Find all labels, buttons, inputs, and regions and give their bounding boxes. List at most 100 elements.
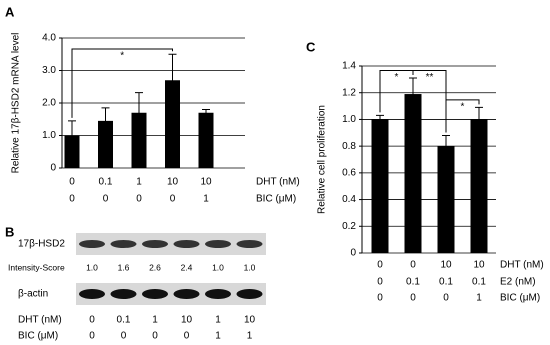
significance-label: * [461, 102, 465, 113]
condition-value: 1 [152, 315, 158, 326]
condition-value: 1 [247, 331, 253, 342]
intensity-score: 1.0 [212, 262, 224, 272]
blot-band [110, 240, 137, 248]
y-axis-label: Relative cell proliferation [317, 105, 328, 214]
condition-value: 10 [473, 260, 485, 271]
y-tick-label: 1.4 [342, 61, 356, 72]
y-tick-label: 0.4 [342, 194, 356, 205]
significance-bracket [445, 99, 480, 133]
condition-name: BIC (μM) [500, 293, 540, 304]
error-bar [168, 53, 177, 107]
error-bar [68, 120, 76, 151]
significance-bracket [71, 48, 173, 118]
error-bar [376, 114, 384, 124]
bar [437, 146, 455, 253]
y-tick-label: 3.0 [42, 65, 56, 76]
blot-band [173, 289, 200, 299]
panel-letter: C [306, 39, 316, 54]
condition-value: 10 [244, 315, 256, 326]
bar [165, 80, 180, 168]
error-bar [135, 92, 143, 134]
blot-strip [76, 233, 266, 255]
y-tick-label: 2.0 [42, 98, 56, 109]
y-tick-label: 0.8 [342, 141, 356, 152]
error-bar [475, 106, 483, 132]
intensity-score: 2.4 [181, 262, 193, 272]
condition-value: 0 [89, 315, 95, 326]
condition-value: 0.1 [406, 277, 420, 288]
intensity-score: 1.0 [86, 262, 98, 272]
condition-value: 0 [69, 177, 75, 188]
bar [404, 94, 422, 253]
condition-value: 1 [203, 194, 209, 205]
condition-value: 0 [103, 194, 109, 205]
bar [470, 119, 488, 253]
y-tick-label: 0 [50, 163, 56, 174]
condition-value: 0.1 [117, 315, 131, 326]
blot-band [236, 240, 263, 248]
y-tick-label: 0.2 [342, 221, 356, 232]
panel-letter: B [5, 224, 14, 239]
condition-value: 0 [184, 331, 190, 342]
condition-value: 0.1 [439, 277, 453, 288]
condition-value: 0 [170, 194, 176, 205]
condition-value: 0 [69, 194, 75, 205]
significance-label: * [395, 72, 399, 83]
condition-value: 1 [215, 331, 221, 342]
condition-value: 10 [167, 177, 179, 188]
condition-value: 0 [121, 331, 127, 342]
condition-name: DHT (nM) [500, 260, 544, 271]
blot-band [79, 240, 105, 248]
band-label: 17β-HSD2 [18, 239, 65, 250]
condition-value: 0 [410, 260, 416, 271]
significance-label: ** [426, 72, 434, 83]
condition-value: 0 [377, 277, 383, 288]
blot-band [205, 289, 231, 299]
significance-label: * [120, 51, 124, 62]
band-label: β-actin [18, 289, 48, 300]
blot-band [110, 289, 137, 299]
condition-value: 10 [200, 177, 212, 188]
intensity-score: 2.6 [149, 262, 161, 272]
condition-value: 1 [136, 177, 142, 188]
bar [131, 112, 147, 168]
bar [98, 120, 113, 168]
blot-band [142, 289, 168, 299]
y-axis-label: Relative 17β-HSD2 mRNA level [11, 33, 22, 174]
y-tick-label: 0.6 [342, 167, 356, 178]
blot-strip [76, 283, 266, 305]
y-tick-label: 1.0 [342, 114, 356, 125]
score-label: Intensity-Score [8, 262, 65, 272]
condition-value: 0 [152, 331, 158, 342]
condition-value: 0 [377, 260, 383, 271]
condition-value: 1 [215, 315, 221, 326]
error-bar [202, 109, 210, 117]
condition-value: 10 [440, 260, 452, 271]
condition-name: DHT (nM) [18, 315, 62, 326]
condition-name: BIC (μM) [256, 194, 296, 205]
intensity-score: 1.6 [118, 262, 130, 272]
condition-value: 0 [410, 293, 416, 304]
condition-value: 0 [377, 293, 383, 304]
y-tick-label: 1.2 [342, 87, 356, 98]
blot-band [173, 240, 200, 248]
condition-value: 10 [181, 315, 193, 326]
blot-band [79, 289, 105, 299]
condition-value: 0 [136, 194, 142, 205]
bar [371, 119, 389, 253]
condition-value: 0 [443, 293, 449, 304]
condition-value: 0.1 [472, 277, 486, 288]
error-bar [442, 134, 450, 158]
condition-name: E2 (nM) [500, 277, 536, 288]
condition-value: 0 [89, 331, 95, 342]
y-tick-label: 4.0 [42, 33, 56, 44]
condition-name: DHT (nM) [256, 177, 300, 188]
condition-name: BIC (μM) [18, 331, 58, 342]
bar [198, 112, 214, 168]
blot-band [205, 240, 231, 248]
bar [64, 135, 80, 168]
y-tick-label: 1.0 [42, 130, 56, 141]
blot-band [142, 240, 168, 248]
error-bar [409, 77, 417, 111]
